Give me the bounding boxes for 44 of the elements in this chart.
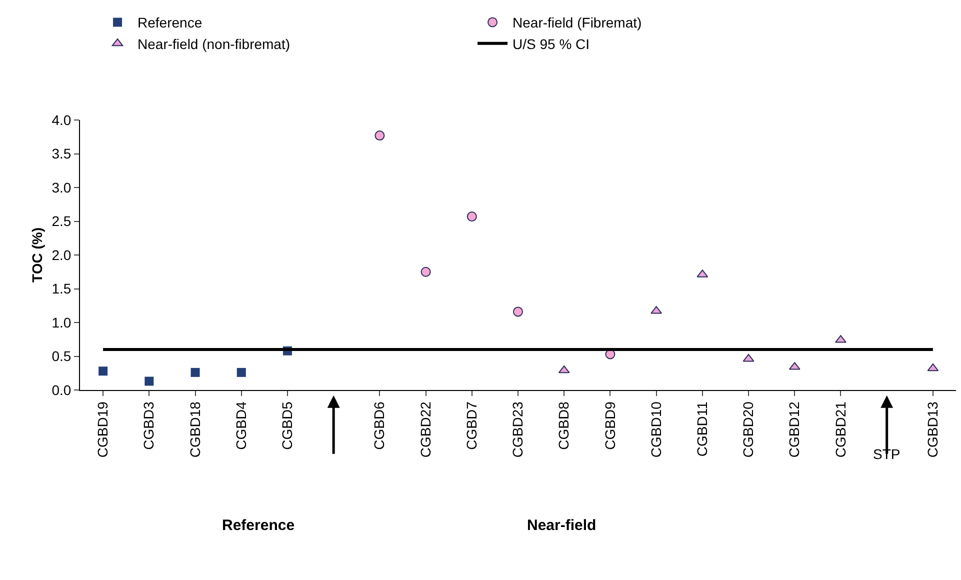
- x-tick-label: CGBD23: [510, 401, 526, 458]
- y-tick-label: 2.0: [52, 246, 72, 263]
- y-tick-label: 0.0: [52, 382, 72, 398]
- y-tick-label: 1.5: [52, 280, 72, 297]
- legend-label: U/S 95 % CI: [512, 36, 590, 52]
- text: Near-field: [527, 517, 596, 534]
- y-tick-label: 4.0: [52, 112, 72, 128]
- x-tick-label: CGBD9: [602, 401, 618, 450]
- y-tick-label: 0.5: [52, 348, 72, 364]
- legend-label: Near-field (non-fibremat): [138, 36, 290, 52]
- x-tick-label: CGBD18: [186, 401, 203, 458]
- point: [927, 363, 939, 372]
- text: Reference: [222, 517, 295, 534]
- point: [236, 368, 246, 377]
- point: [190, 368, 200, 377]
- x-tick-label: CGBD4: [232, 401, 249, 450]
- legend-label: Near-field (Fibremat): [512, 14, 642, 31]
- x-tick-label: CGBD3: [140, 401, 157, 450]
- y-tick-label: 3.5: [52, 146, 72, 162]
- point: [513, 306, 523, 317]
- x-tick-label: CGBD11: [694, 401, 710, 457]
- y-tick-label: 3.0: [52, 179, 72, 196]
- point: [558, 365, 570, 374]
- point: [420, 266, 431, 277]
- point: [374, 130, 385, 141]
- x-tick-label: CGBD21: [832, 401, 848, 458]
- x-tick-label: CGBD7: [463, 401, 480, 450]
- x-tick-label: CGBD6: [371, 401, 388, 450]
- y-tick-label: 2.5: [52, 213, 72, 230]
- x-tick-label: CGBD10: [648, 401, 664, 458]
- x-tick-label: CGBD19: [94, 401, 111, 458]
- x-tick-label: CGBD13: [924, 401, 940, 458]
- point: [144, 376, 154, 386]
- point: [742, 354, 754, 362]
- x-tick-label: CGBD12: [786, 401, 802, 458]
- point: [466, 212, 477, 222]
- y-axis-title: TOC (%): [29, 228, 45, 282]
- x-tick-label: CGBD8: [556, 401, 572, 450]
- y-tick-label: 1.0: [52, 314, 72, 330]
- x-tick-label: CGBD20: [740, 401, 756, 458]
- legend-label: Reference: [138, 14, 202, 31]
- x-tick-label: CGBD5: [279, 401, 296, 450]
- x-tick-label: CGBD22: [417, 401, 434, 458]
- point: [98, 366, 108, 376]
